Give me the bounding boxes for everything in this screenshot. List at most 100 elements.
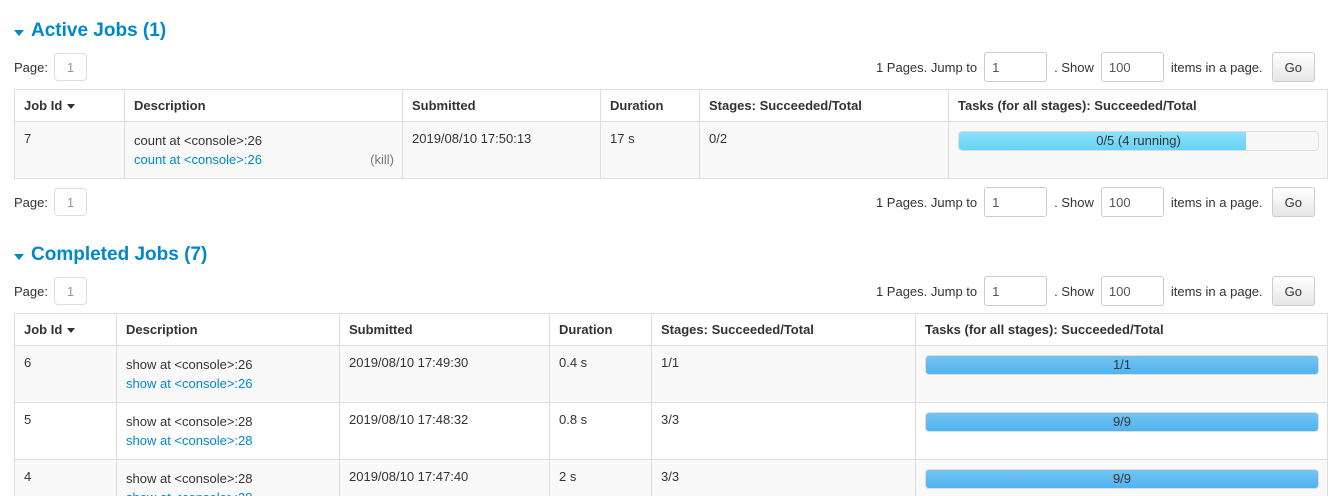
table-row: 4 show at <console>:28 show at <console>… <box>14 459 1328 496</box>
jump-to-input[interactable] <box>984 52 1048 82</box>
cell-job-id: 4 <box>14 459 117 496</box>
job-description-text: show at <console>:26 <box>126 357 253 372</box>
column-header-description[interactable]: Description <box>116 313 340 346</box>
page-label: Page: <box>14 59 48 75</box>
page-size-input[interactable] <box>1100 52 1164 82</box>
tasks-progress-label: 1/1 <box>1112 357 1132 372</box>
column-header-duration[interactable]: Duration <box>600 89 700 122</box>
cell-stages: 1/1 <box>651 345 916 403</box>
jump-to-input[interactable] <box>984 187 1048 217</box>
cell-job-id: 7 <box>14 121 125 179</box>
job-description-link[interactable]: count at <console>:26 <box>134 152 262 167</box>
completed-pager-top-left: Page: 1 <box>14 277 87 305</box>
column-header-stages[interactable]: Stages: Succeeded/Total <box>699 89 949 122</box>
kill-job-link[interactable]: (kill) <box>370 152 394 167</box>
cell-submitted: 2019/08/10 17:49:30 <box>339 345 550 403</box>
job-description-text: show at <console>:28 <box>126 471 253 486</box>
table-row: 5 show at <console>:28 show at <console>… <box>14 402 1328 460</box>
active-jobs-table: Job Id Description Submitted Duration St… <box>14 89 1328 179</box>
tasks-progress-fill <box>926 413 1318 431</box>
tasks-progress-fill <box>926 356 1318 374</box>
completed-table-header-row: Job Id Description Submitted Duration St… <box>14 313 1328 346</box>
tasks-progress-bar: 9/9 <box>925 469 1319 489</box>
page-number-box[interactable]: 1 <box>53 53 87 81</box>
cell-stages: 0/2 <box>699 121 949 179</box>
pages-count-text: 1 Pages. Jump to <box>875 59 978 75</box>
page-size-input[interactable] <box>1100 276 1164 306</box>
active-jobs-heading[interactable]: Active Jobs (1) <box>0 0 1328 44</box>
job-description-links: show at <console>:28 <box>126 431 331 450</box>
job-description-link[interactable]: show at <console>:26 <box>126 376 253 391</box>
show-text: . Show <box>1054 194 1094 210</box>
job-description-link[interactable]: show at <console>:28 <box>126 433 253 448</box>
active-pager-top-right: 1 Pages. Jump to . Show items in a page.… <box>876 52 1315 82</box>
column-header-tasks[interactable]: Tasks (for all stages): Succeeded/Total <box>915 313 1328 346</box>
active-pager-bottom-left: Page: 1 <box>14 188 87 216</box>
cell-tasks: 1/1 <box>915 345 1328 403</box>
cell-submitted: 2019/08/10 17:48:32 <box>339 402 550 460</box>
completed-jobs-heading[interactable]: Completed Jobs (7) <box>0 224 1328 268</box>
cell-tasks: 9/9 <box>915 402 1328 460</box>
cell-tasks: 0/5 (4 running) <box>948 121 1328 179</box>
column-header-submitted[interactable]: Submitted <box>339 313 550 346</box>
column-header-description[interactable]: Description <box>124 89 403 122</box>
column-header-submitted[interactable]: Submitted <box>402 89 601 122</box>
caret-down-icon <box>14 254 24 260</box>
column-header-job-id[interactable]: Job Id <box>14 89 125 122</box>
cell-description: show at <console>:26 show at <console>:2… <box>116 345 340 403</box>
job-description-text: show at <console>:28 <box>126 414 253 429</box>
cell-submitted: 2019/08/10 17:50:13 <box>402 121 601 179</box>
go-button[interactable]: Go <box>1271 187 1315 217</box>
job-description-text: count at <console>:26 <box>134 133 262 148</box>
items-in-page-text: items in a page. <box>1170 283 1263 299</box>
items-in-page-text: items in a page. <box>1170 194 1263 210</box>
cell-duration: 0.4 s <box>549 345 652 403</box>
page-size-input[interactable] <box>1100 187 1164 217</box>
tasks-progress-label: 9/9 <box>1112 471 1132 486</box>
tasks-progress-fill <box>926 470 1318 488</box>
table-row: 6 show at <console>:26 show at <console>… <box>14 345 1328 403</box>
tasks-progress-bar: 0/5 (4 running) <box>958 131 1319 151</box>
cell-job-id: 5 <box>14 402 117 460</box>
active-jobs-title: Active Jobs (1) <box>31 20 167 41</box>
column-header-job-id[interactable]: Job Id <box>14 313 117 346</box>
cell-submitted: 2019/08/10 17:47:40 <box>339 459 550 496</box>
active-table-header-row: Job Id Description Submitted Duration St… <box>14 89 1328 122</box>
page-label: Page: <box>14 283 48 299</box>
cell-duration: 0.8 s <box>549 402 652 460</box>
column-header-job-id-label: Job Id <box>24 98 63 113</box>
completed-pager-top-right: 1 Pages. Jump to . Show items in a page.… <box>876 276 1315 306</box>
column-header-duration[interactable]: Duration <box>549 313 652 346</box>
cell-stages: 3/3 <box>651 402 916 460</box>
tasks-progress-label: 9/9 <box>1112 414 1132 429</box>
column-header-stages[interactable]: Stages: Succeeded/Total <box>651 313 916 346</box>
show-text: . Show <box>1054 283 1094 299</box>
jump-to-input[interactable] <box>984 276 1048 306</box>
completed-jobs-title: Completed Jobs (7) <box>31 244 208 265</box>
active-pager-bottom-right: 1 Pages. Jump to . Show items in a page.… <box>876 187 1315 217</box>
completed-pager-top: Page: 1 1 Pages. Jump to . Show items in… <box>0 268 1328 313</box>
caret-down-icon <box>14 30 24 36</box>
page-number-box[interactable]: 1 <box>53 277 87 305</box>
tasks-progress-bar: 9/9 <box>925 412 1319 432</box>
pages-count-text: 1 Pages. Jump to <box>875 283 978 299</box>
page-number-box[interactable]: 1 <box>53 188 87 216</box>
cell-job-id: 6 <box>14 345 117 403</box>
job-description-links: show at <console>:28 <box>126 488 331 496</box>
go-button[interactable]: Go <box>1271 52 1315 82</box>
cell-duration: 17 s <box>600 121 700 179</box>
cell-tasks: 9/9 <box>915 459 1328 496</box>
active-pager-top-left: Page: 1 <box>14 53 87 81</box>
sort-descending-icon <box>67 104 76 109</box>
go-button[interactable]: Go <box>1271 276 1315 306</box>
active-pager-top: Page: 1 1 Pages. Jump to . Show items in… <box>0 44 1328 89</box>
tasks-progress-label: 0/5 (4 running) <box>1096 133 1181 148</box>
active-pager-bottom: Page: 1 1 Pages. Jump to . Show items in… <box>0 179 1328 224</box>
column-header-tasks[interactable]: Tasks (for all stages): Succeeded/Total <box>948 89 1328 122</box>
tasks-progress-fill <box>959 132 1247 150</box>
tasks-progress-bar: 1/1 <box>925 355 1319 375</box>
page-label: Page: <box>14 194 48 210</box>
job-description-link[interactable]: show at <console>:28 <box>126 488 252 496</box>
table-row: 7 count at <console>:26 count at <consol… <box>14 121 1328 179</box>
cell-stages: 3/3 <box>651 459 916 496</box>
